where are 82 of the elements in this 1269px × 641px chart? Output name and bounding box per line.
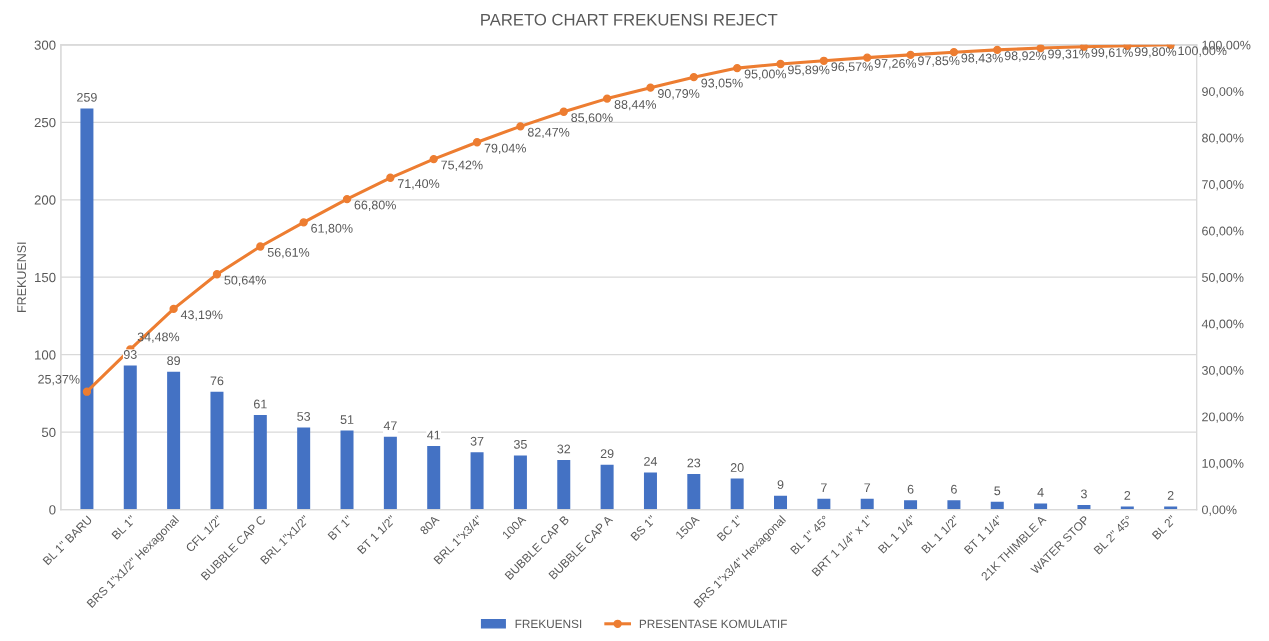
data-label: 90,79% <box>657 89 700 100</box>
x-tick-label: BT 1" <box>327 515 353 541</box>
data-label: 71,40% <box>397 179 440 190</box>
data-label: 2 <box>1167 491 1174 500</box>
data-label: 96,57% <box>831 62 873 73</box>
data-label: 51 <box>340 415 354 424</box>
data-label: 41 <box>427 430 441 440</box>
y-tick-label: 250 <box>34 117 56 128</box>
x-tick-label: 80A <box>419 514 440 536</box>
y-tick-label: 100 <box>35 350 56 360</box>
x-tick-label: BT 1 1/2" <box>356 514 397 555</box>
y-tick-label: 50 <box>41 427 56 438</box>
y-axis-title: FREKUENSI <box>17 242 27 312</box>
x-tick-label: BL 1 1/4" <box>877 514 917 554</box>
data-label: 88,44% <box>614 100 657 111</box>
data-label: 98,43% <box>961 53 1003 64</box>
data-label: 99,80% <box>1134 47 1177 58</box>
data-label: 50,64% <box>224 275 266 287</box>
data-label: 24 <box>644 456 658 466</box>
x-tick-label: BC 1" <box>716 515 743 542</box>
data-label: 93,05% <box>701 78 743 89</box>
data-label: 47 <box>383 421 397 431</box>
y2-tick-label: 0,00% <box>1202 505 1237 516</box>
data-label: 2 <box>1124 491 1131 500</box>
data-label: 5 <box>994 486 1001 496</box>
data-label: 98,92% <box>1004 51 1047 62</box>
y2-tick-label: 90,00% <box>1202 87 1244 98</box>
data-label: 25,37% <box>38 374 80 386</box>
data-label: 32 <box>557 444 571 454</box>
data-label: 89 <box>167 356 180 366</box>
y-tick-label: 200 <box>34 195 56 205</box>
data-label: 259 <box>77 92 97 102</box>
data-label: 9 <box>777 480 784 490</box>
x-tick-label: BL 1 1/2" <box>920 514 960 554</box>
data-label: 61,80% <box>311 223 353 235</box>
data-label: 23 <box>687 458 701 468</box>
data-label: 7 <box>821 483 827 492</box>
chart-title: PARETO CHART FREKUENSI REJECT <box>481 13 778 26</box>
data-label: 4 <box>1037 488 1044 497</box>
x-tick-label: BS 1" <box>630 515 657 541</box>
y2-tick-label: 30,00% <box>1202 365 1244 377</box>
data-label: 82,47% <box>527 127 570 139</box>
data-label: 29 <box>600 449 614 459</box>
data-label: 53 <box>297 412 311 421</box>
data-label: 99,31% <box>1048 49 1090 60</box>
y2-tick-label: 20,00% <box>1202 412 1244 423</box>
y2-tick-label: 40,00% <box>1201 319 1244 330</box>
data-label: 79,04% <box>484 143 526 155</box>
data-label: 76 <box>210 376 224 386</box>
data-label: 75,42% <box>441 160 483 171</box>
data-label: 97,85% <box>918 56 960 67</box>
data-label: 56,61% <box>267 247 310 259</box>
x-tick-label: BL 1" <box>111 515 136 540</box>
y2-tick-label: 50,00% <box>1202 273 1244 284</box>
data-label: 97,26% <box>874 59 917 70</box>
data-label: 20 <box>730 463 744 472</box>
data-label: 61 <box>254 399 267 409</box>
y2-tick-label: 70,00% <box>1202 180 1244 191</box>
data-label: 35 <box>513 439 527 449</box>
y-tick-label: 0 <box>49 505 56 515</box>
data-label: 37 <box>470 436 484 446</box>
y2-tick-label: 60,00% <box>1202 226 1244 237</box>
data-label: 7 <box>864 483 871 492</box>
data-label: 95,00% <box>744 69 787 80</box>
y2-tick-label: 10,00% <box>1202 458 1244 470</box>
x-tick-label: BL 2" <box>1151 515 1177 540</box>
data-label: 43,19% <box>180 310 223 321</box>
data-label: 66,80% <box>354 200 396 211</box>
y-tick-label: 150 <box>35 272 56 283</box>
legend-label: PRESENTASE KOMULATIF <box>639 619 787 629</box>
data-label: 99,61% <box>1091 48 1133 59</box>
legend-label: FREKUENSI <box>515 619 582 629</box>
y-tick-label: 300 <box>34 40 56 50</box>
x-tick-label: BL 2" 45° <box>1093 515 1133 555</box>
data-label: 3 <box>1080 489 1087 499</box>
data-label: 6 <box>951 484 957 494</box>
data-label: 95,89% <box>788 65 830 76</box>
data-label: 6 <box>907 484 914 494</box>
x-tick-label: BL 1" 45° <box>790 515 830 555</box>
y2-tick-label: 80,00% <box>1202 133 1244 144</box>
data-label: 93 <box>123 350 137 359</box>
data-label: 85,60% <box>571 113 613 124</box>
